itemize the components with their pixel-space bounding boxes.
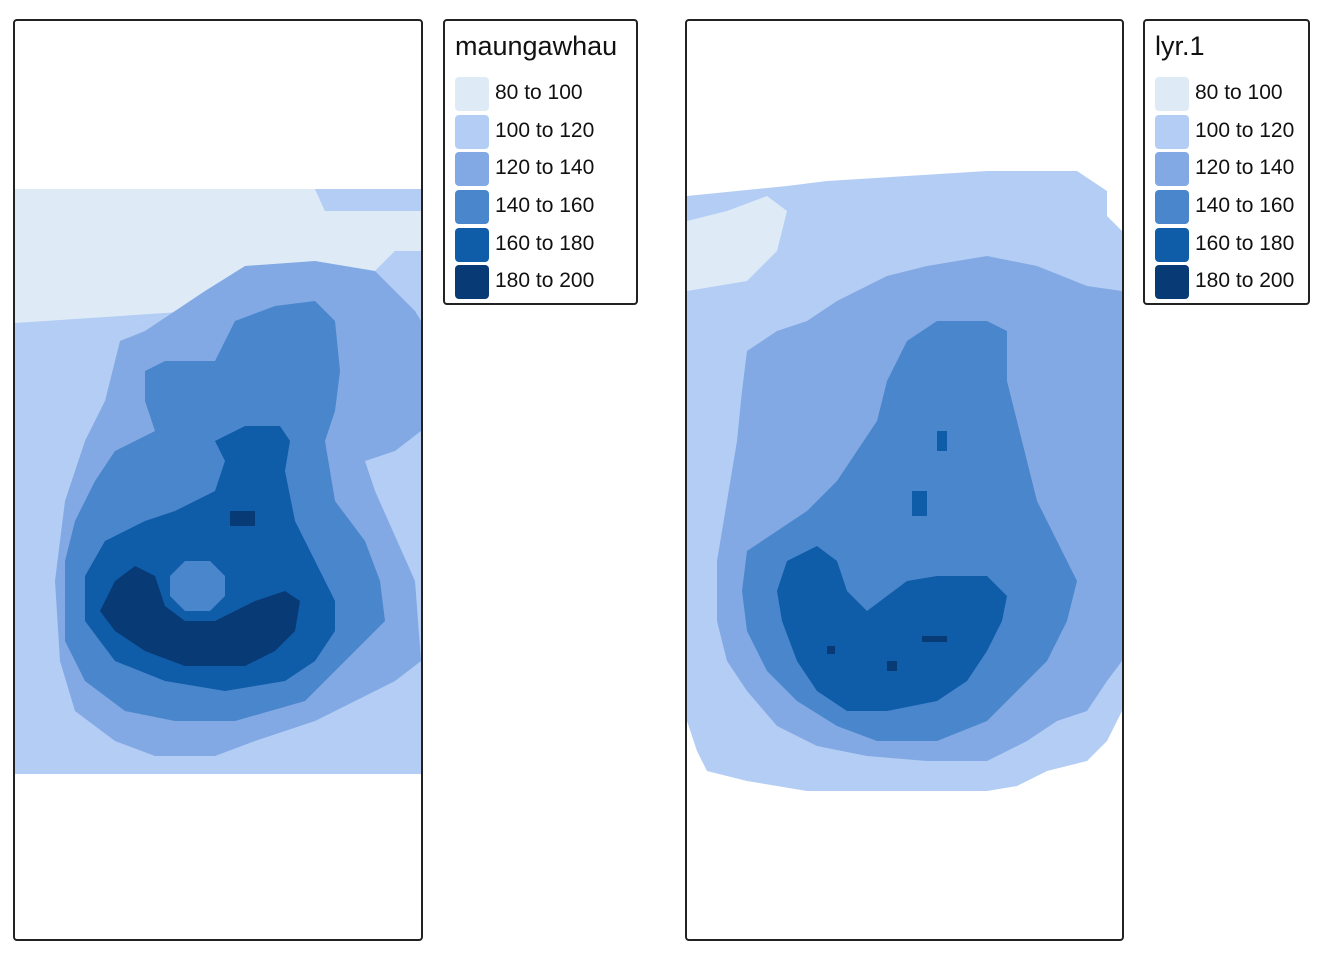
legend-label: 80 to 100 (495, 81, 583, 104)
legend-swatch (1155, 228, 1189, 262)
raster-cell-160-180 (937, 431, 947, 451)
raster-cell-180-200 (887, 661, 897, 671)
legend-title: lyr.1 (1155, 31, 1205, 61)
legend-swatch (455, 190, 489, 224)
legend-label: 180 to 200 (1195, 269, 1295, 292)
raster-cell-160-180 (912, 491, 927, 516)
legend-label: 120 to 140 (495, 156, 595, 179)
legend-label: 140 to 160 (1195, 194, 1295, 217)
raster-cell-180-200 (827, 646, 835, 654)
legend-swatch (455, 265, 489, 299)
legend-maungawhau: maungawhau 80 to 100 100 to 120 120 to 1… (443, 19, 638, 305)
legend-label: 100 to 120 (1195, 119, 1295, 142)
legend-swatch (455, 152, 489, 186)
legend-label: 140 to 160 (495, 194, 595, 217)
legend-swatch (455, 77, 489, 111)
raster-cell-100-120 (15, 189, 421, 323)
raster-cell-180-200 (230, 511, 255, 526)
legend-label: 100 to 120 (495, 119, 595, 142)
legend-title: maungawhau (455, 31, 618, 61)
raster-maungawhau (15, 189, 421, 774)
legend-label: 160 to 180 (495, 232, 595, 255)
legend-swatch (1155, 77, 1189, 111)
raster-cell-80-100 (687, 196, 787, 291)
raster-lyr1 (687, 171, 1122, 791)
legend-label: 180 to 200 (495, 269, 595, 292)
raster-cell-160-180 (777, 546, 1007, 711)
legend-swatch (455, 115, 489, 149)
legend-swatch (455, 228, 489, 262)
raster-cell-80-100 (15, 189, 421, 323)
legend-swatch (1155, 190, 1189, 224)
map-panel-maungawhau (13, 19, 423, 941)
legend-swatch (1155, 115, 1189, 149)
raster-cell-180-200 (922, 636, 947, 642)
legend-label: 80 to 100 (1195, 81, 1283, 104)
legend-label: 120 to 140 (1195, 156, 1295, 179)
map-panel-lyr1 (685, 19, 1124, 941)
legend-lyr1: lyr.1 80 to 100 100 to 120 120 to 140 14… (1143, 19, 1310, 305)
legend-swatch (1155, 265, 1189, 299)
raster-cell-140-160 (170, 561, 225, 611)
legend-label: 160 to 180 (1195, 232, 1295, 255)
legend-swatch (1155, 152, 1189, 186)
raster-cell-180-200 (100, 566, 300, 666)
